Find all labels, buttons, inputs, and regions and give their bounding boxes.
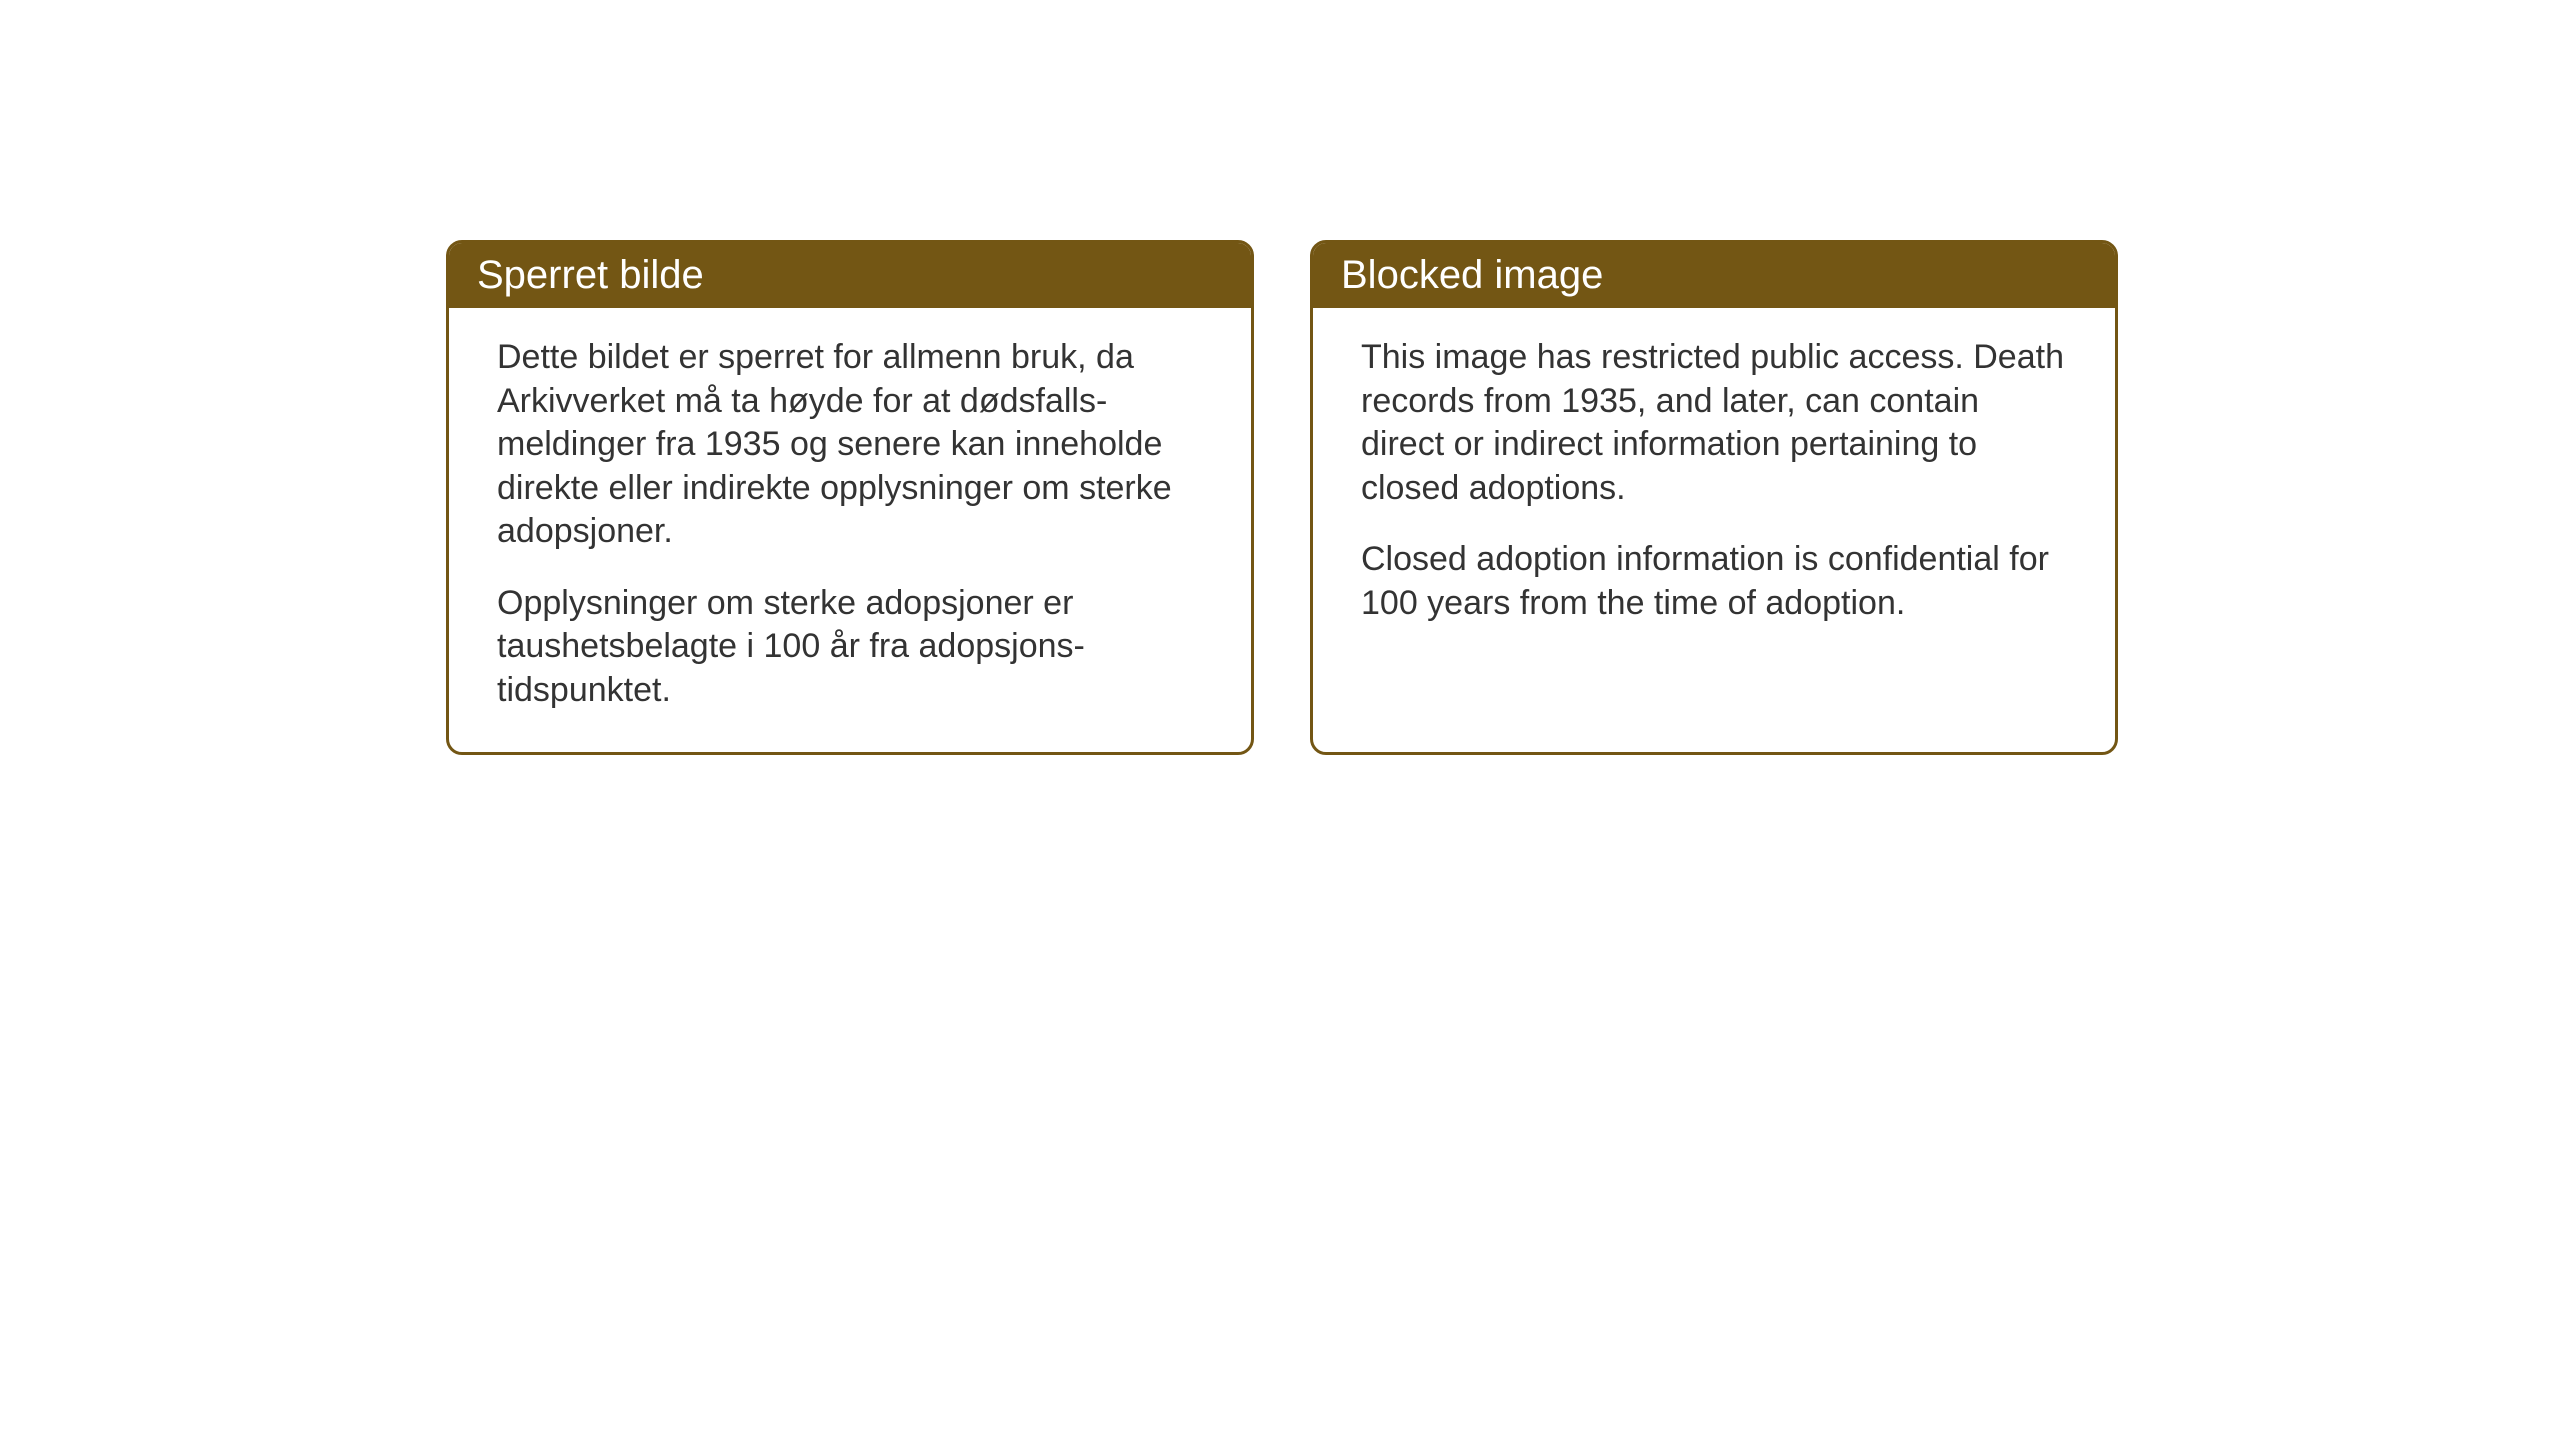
notice-title-norwegian: Sperret bilde [477,253,704,297]
notice-paragraph-1-norwegian: Dette bildet er sperret for allmenn bruk… [497,336,1203,554]
notice-body-norwegian: Dette bildet er sperret for allmenn bruk… [449,308,1251,752]
notice-box-norwegian: Sperret bilde Dette bildet er sperret fo… [446,240,1254,755]
notice-box-english: Blocked image This image has restricted … [1310,240,2118,755]
notice-header-norwegian: Sperret bilde [449,243,1251,308]
notice-paragraph-2-norwegian: Opplysninger om sterke adopsjoner er tau… [497,582,1203,713]
notice-header-english: Blocked image [1313,243,2115,308]
notice-body-english: This image has restricted public access.… [1313,308,2115,665]
notice-title-english: Blocked image [1341,253,1603,297]
notice-paragraph-2-english: Closed adoption information is confident… [1361,538,2067,625]
notice-container: Sperret bilde Dette bildet er sperret fo… [446,240,2118,755]
notice-paragraph-1-english: This image has restricted public access.… [1361,336,2067,510]
